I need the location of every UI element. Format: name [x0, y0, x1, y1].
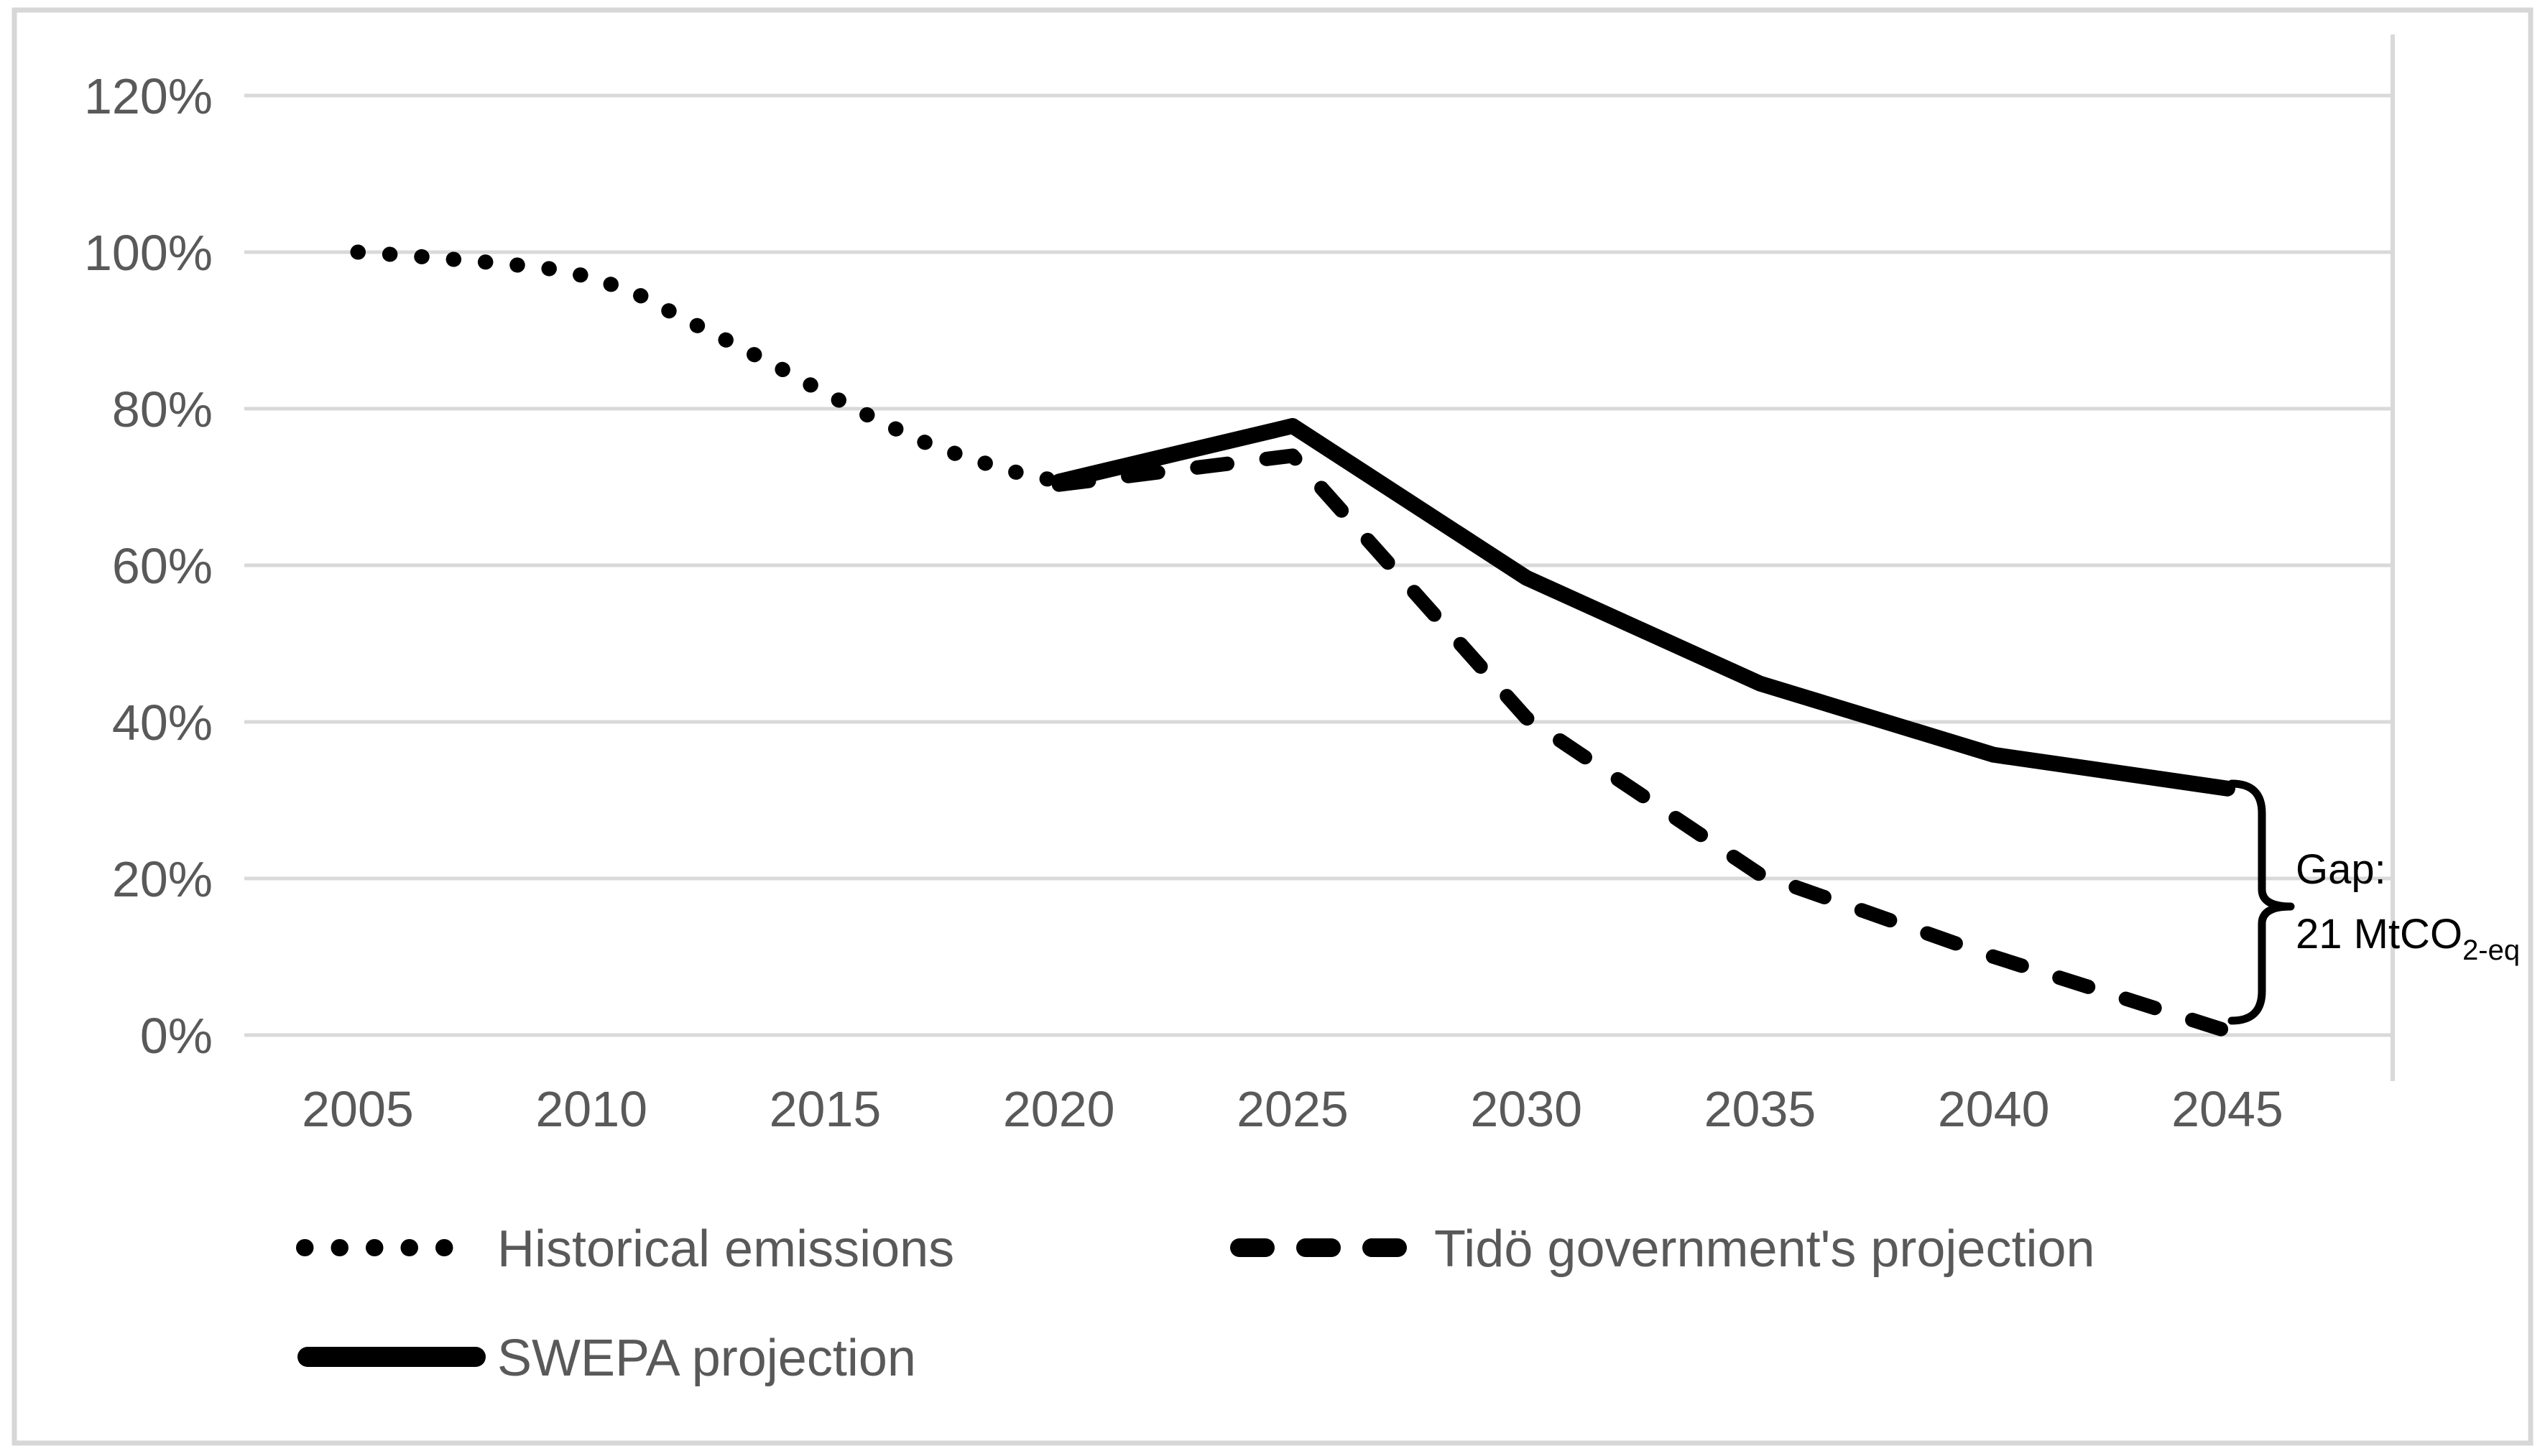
- x-tick-label: 2010: [535, 1081, 647, 1137]
- x-tick-label: 2015: [770, 1081, 882, 1137]
- y-tick-label: 20%: [112, 851, 213, 907]
- legend-item-swepa: SWEPA projection: [297, 1330, 916, 1387]
- gap-annotation-value-main: 21 MtCO: [2296, 911, 2462, 957]
- chart-frame: [11, 7, 2534, 1446]
- x-axis-tick-labels: 2005 2010 2015 2020 2025 2030 2035 2040 2045: [302, 1081, 2283, 1137]
- x-tick-label: 2040: [1938, 1081, 2050, 1137]
- y-tick-label: 40%: [112, 695, 213, 751]
- gap-annotation: Gap: 21 MtCO2-eq: [2296, 846, 2520, 966]
- y-tick-label: 100%: [84, 225, 213, 281]
- y-axis-tick-labels: 0% 20% 40% 60% 80% 100% 120%: [84, 68, 213, 1064]
- tido-projection-line: [1051, 448, 2235, 1039]
- legend-label-historical: Historical emissions: [497, 1220, 954, 1278]
- legend-label-tido: Tidö government's projection: [1434, 1220, 2095, 1278]
- x-tick-label: 2005: [302, 1081, 414, 1137]
- gap-annotation-label: Gap:: [2296, 846, 2386, 893]
- y-tick-label: 60%: [112, 538, 213, 594]
- gap-annotation-value-subscript: 2-eq: [2462, 935, 2520, 966]
- legend-item-tido: Tidö government's projection: [1230, 1220, 2095, 1278]
- legend-item-historical: Historical emissions: [296, 1220, 954, 1278]
- x-tick-label: 2035: [1704, 1081, 1816, 1137]
- horizontal-gridlines: [244, 93, 2393, 1037]
- gap-annotation-value: 21 MtCO2-eq: [2296, 911, 2520, 966]
- x-tick-label: 2030: [1470, 1081, 1582, 1137]
- gap-brace: [2227, 779, 2295, 1025]
- swepa-projection-line: [1050, 418, 2235, 797]
- y-tick-label: 80%: [112, 381, 213, 437]
- legend-label-swepa: SWEPA projection: [497, 1330, 916, 1387]
- x-tick-label: 2025: [1237, 1081, 1349, 1137]
- y-tick-label: 120%: [84, 68, 213, 124]
- legend: Historical emissions Tidö government's p…: [296, 1220, 2095, 1387]
- historical-emissions-line: [350, 244, 1067, 489]
- y-tick-label: 0%: [140, 1008, 213, 1064]
- x-tick-label: 2045: [2171, 1081, 2283, 1137]
- x-tick-label: 2020: [1003, 1081, 1115, 1137]
